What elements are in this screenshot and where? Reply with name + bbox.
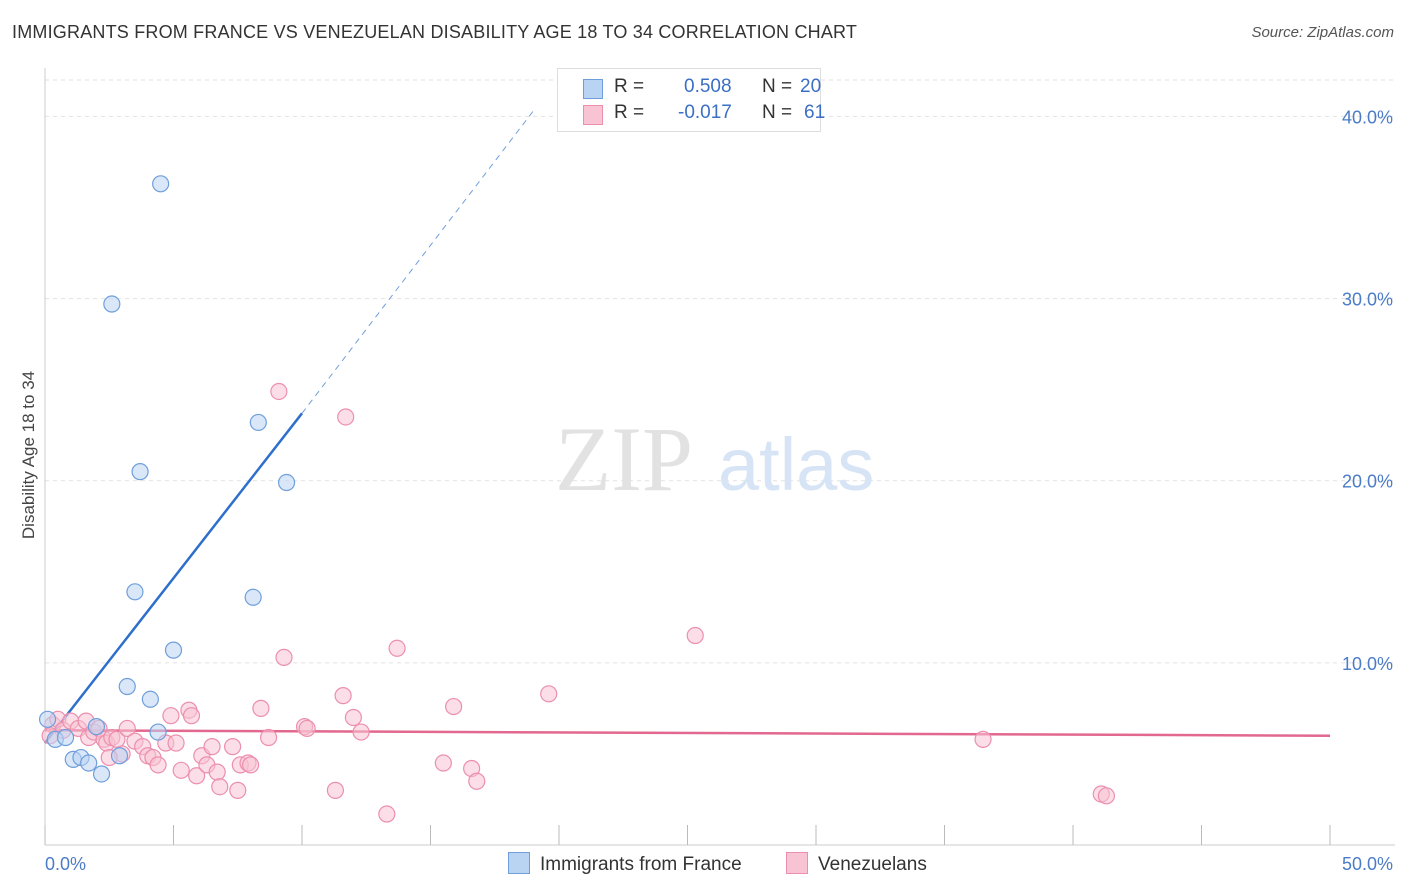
point-venezuelans: [388, 639, 406, 657]
watermark-zip: ZIP: [555, 408, 693, 510]
legend-r-value: 0.508: [684, 76, 732, 97]
point-france: [126, 583, 144, 601]
point-france: [56, 728, 75, 747]
point-france: [80, 754, 98, 772]
chart-title: IMMIGRANTS FROM FRANCE VS VENEZUELAN DIS…: [12, 22, 858, 42]
y-tick-label: 10.0%: [1342, 654, 1393, 674]
axes: [44, 68, 1395, 846]
point-france: [149, 723, 167, 741]
legend-n-label: N =: [762, 76, 793, 97]
trend-line-france: [44, 412, 303, 744]
point-venezuelans: [252, 699, 270, 717]
point-venezuelans: [208, 763, 226, 781]
point-venezuelans: [172, 761, 190, 779]
point-france: [141, 690, 159, 708]
legend-r-value: -0.017: [678, 102, 732, 123]
trend-lines: [44, 110, 1331, 744]
bottom-legend-france: Immigrants from France: [508, 852, 742, 876]
point-venezuelans: [270, 382, 288, 401]
tick-labels: 10.0% 20.0% 30.0% 40.0% 0.0% 50.0%: [45, 107, 1393, 874]
point-france: [131, 463, 149, 481]
point-venezuelans: [298, 719, 316, 738]
bottom-swatch-france: [508, 852, 530, 874]
point-france: [152, 175, 170, 193]
y-tick-label: 40.0%: [1342, 107, 1393, 127]
point-venezuelans: [203, 738, 221, 756]
point-venezuelans: [149, 756, 167, 774]
point-venezuelans: [211, 778, 229, 796]
point-venezuelans: [540, 685, 558, 703]
legend-r-label: R =: [614, 102, 645, 123]
point-venezuelans: [182, 707, 201, 725]
point-venezuelans: [337, 408, 355, 426]
bottom-legend-venezuelans: Venezuelans: [786, 852, 927, 876]
legend-n-label: N =: [762, 102, 793, 123]
trend-line-venezuelans: [44, 729, 1331, 737]
point-venezuelans: [344, 708, 362, 727]
point-venezuelans: [229, 781, 247, 799]
bottom-legend-label-venezuelans: Venezuelans: [818, 854, 927, 875]
point-venezuelans: [162, 707, 180, 725]
legend-r-label: R =: [614, 76, 645, 97]
point-venezuelans: [445, 697, 463, 716]
point-venezuelans: [352, 723, 370, 741]
point-venezuelans: [118, 719, 136, 738]
point-venezuelans: [167, 734, 185, 752]
point-venezuelans: [686, 626, 704, 645]
y-tick-label: 30.0%: [1342, 290, 1393, 310]
grid-lines: [45, 79, 1395, 664]
y-axis-label: Disability Age 18 to 34: [19, 371, 38, 539]
data-points: [38, 175, 1116, 823]
point-venezuelans: [468, 772, 486, 790]
watermark-atlas: atlas: [718, 423, 874, 506]
x-tick-label: 0.0%: [45, 854, 86, 874]
point-france: [110, 747, 129, 765]
legend-swatch-venezuelans: [583, 105, 603, 125]
point-venezuelans: [1097, 787, 1116, 805]
y-tick-label: 20.0%: [1342, 472, 1393, 492]
trend-line-france-extended: [301, 110, 534, 414]
bottom-swatch-venezuelans: [786, 852, 808, 874]
point-venezuelans: [259, 728, 278, 747]
point-france: [249, 413, 267, 432]
point-venezuelans: [974, 730, 992, 748]
point-france: [277, 473, 296, 492]
point-venezuelans: [434, 754, 452, 772]
point-venezuelans: [334, 687, 352, 705]
bottom-legend-label-france: Immigrants from France: [540, 854, 742, 875]
x-tick-label: 50.0%: [1342, 854, 1393, 874]
source-label: Source: ZipAtlas.com: [1251, 24, 1394, 41]
point-france: [92, 765, 111, 783]
point-venezuelans: [242, 756, 260, 774]
point-france: [164, 641, 183, 659]
point-venezuelans: [378, 805, 396, 823]
point-venezuelans: [224, 738, 242, 756]
point-venezuelans: [326, 781, 345, 799]
legend-swatch-france: [583, 79, 603, 99]
point-france: [118, 677, 136, 696]
point-france: [244, 588, 262, 606]
correlation-legend: R = 0.508 N = 20 R = -0.017 N = 61: [557, 68, 825, 132]
point-france: [38, 710, 57, 728]
point-venezuelans: [275, 648, 293, 666]
legend-n-value: 20: [800, 76, 822, 97]
point-france: [103, 295, 121, 313]
legend-n-value: 61: [804, 102, 826, 123]
point-venezuelans: [188, 767, 206, 785]
point-france: [87, 718, 106, 736]
